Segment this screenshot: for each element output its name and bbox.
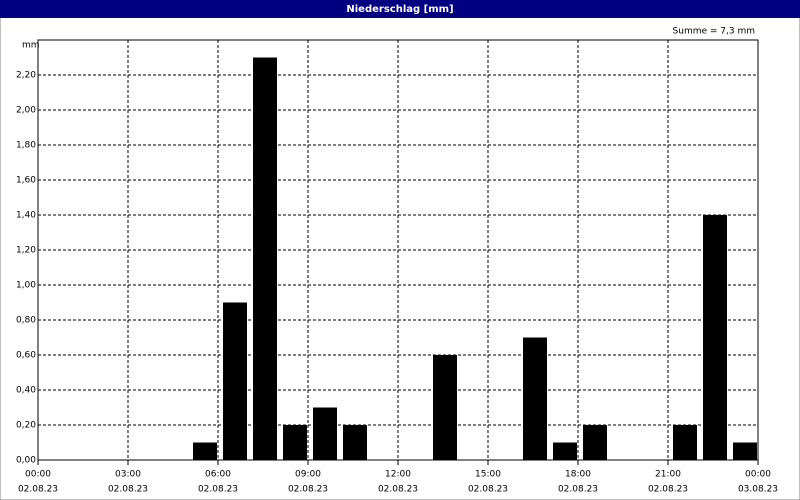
y-tick-label: 0,20	[16, 421, 36, 431]
bar	[223, 302, 247, 460]
y-tick-label: 2,20	[16, 71, 36, 81]
y-tick-label: 1,20	[16, 246, 36, 256]
x-tick-date: 02.08.23	[648, 485, 688, 495]
y-tick-label: 1,40	[16, 211, 36, 221]
x-tick-date: 02.08.23	[288, 485, 328, 495]
bar	[433, 355, 457, 460]
y-tick-label: 2,00	[16, 106, 36, 116]
bar	[523, 337, 547, 460]
x-tick-label: 18:00	[565, 470, 591, 480]
x-tick-date: 02.08.23	[18, 485, 58, 495]
x-tick-label: 06:00	[205, 470, 231, 480]
bar	[343, 425, 367, 460]
chart-title: Niederschlag [mm]	[346, 4, 453, 15]
bar	[673, 425, 697, 460]
x-tick-label: 00:00	[745, 470, 771, 480]
bar	[313, 407, 337, 460]
x-tick-label: 09:00	[295, 470, 321, 480]
bar	[703, 215, 727, 460]
y-axis-label: mm	[22, 41, 40, 51]
y-tick-label: 1,80	[16, 141, 36, 151]
x-tick-label: 00:00	[25, 470, 51, 480]
y-tick-label: 0,40	[16, 386, 36, 396]
bar	[733, 442, 757, 460]
y-tick-label: 0,00	[16, 456, 36, 466]
x-tick-label: 03:00	[115, 470, 141, 480]
x-tick-date: 02.08.23	[198, 485, 238, 495]
bar	[553, 442, 577, 460]
x-tick-label: 21:00	[655, 470, 681, 480]
x-tick-date: 02.08.23	[378, 485, 418, 495]
bar	[253, 57, 277, 460]
x-tick-date: 03.08.23	[738, 485, 778, 495]
y-tick-label: 1,60	[16, 176, 36, 186]
annotation: Summe = 7,3 mm	[673, 27, 755, 37]
x-tick-label: 15:00	[475, 470, 501, 480]
title-bar	[0, 0, 800, 18]
y-tick-label: 0,60	[16, 351, 36, 361]
x-tick-date: 02.08.23	[558, 485, 598, 495]
y-tick-label: 0,80	[16, 316, 36, 326]
x-tick-label: 12:00	[385, 470, 411, 480]
bar	[283, 425, 307, 460]
x-tick-date: 02.08.23	[468, 485, 508, 495]
y-tick-label: 1,00	[16, 281, 36, 291]
plot-frame	[37, 39, 759, 461]
bar	[193, 442, 217, 460]
x-tick-date: 02.08.23	[108, 485, 148, 495]
bar	[583, 425, 607, 460]
